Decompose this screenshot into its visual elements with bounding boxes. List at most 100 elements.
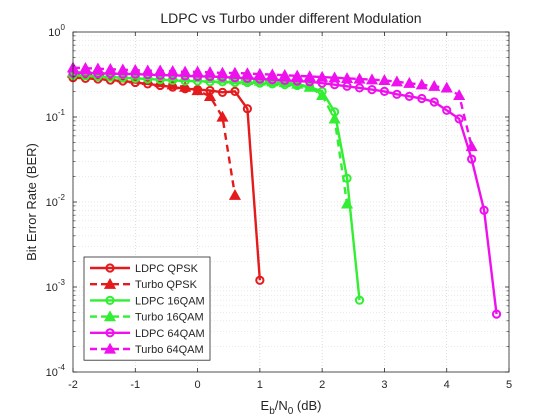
data-point	[465, 140, 478, 152]
data-point	[440, 81, 453, 93]
data-point	[367, 85, 377, 95]
data-point	[203, 90, 217, 102]
x-tick-label: 0	[195, 379, 201, 391]
data-point	[328, 71, 341, 83]
legend-marker	[105, 295, 115, 305]
data-point	[179, 80, 192, 92]
x-axis-label-sub1: b	[269, 406, 275, 417]
data-point	[166, 65, 179, 76]
data-point	[179, 65, 192, 77]
data-point	[404, 91, 414, 101]
legend-marker	[105, 263, 115, 273]
data-point	[442, 105, 452, 115]
legend-marker	[103, 342, 117, 354]
data-point	[378, 74, 391, 85]
data-point	[253, 67, 266, 79]
x-tick-labels: -2 -1 0 1 2 3 4 5	[68, 379, 512, 391]
x-tick-label: 3	[381, 379, 387, 391]
x-tick-label: 5	[506, 379, 512, 391]
data-point	[255, 275, 265, 285]
x-axis-label: Eb/N0 (dB)	[261, 398, 322, 417]
legend-item: Turbo QPSK	[90, 277, 198, 291]
legend-marker	[105, 328, 115, 338]
legend-label: Turbo 16QAM	[135, 312, 204, 324]
data-point	[353, 72, 366, 84]
x-tick-label: 2	[319, 379, 325, 391]
data-point	[116, 63, 129, 75]
data-point	[341, 197, 354, 209]
data-point	[154, 64, 167, 76]
legend-label: Turbo QPSK	[135, 279, 198, 291]
y-axis-label: Bit Error Rate (BER)	[24, 143, 39, 261]
data-point	[491, 309, 502, 319]
y-tick-label: 10-2	[46, 193, 66, 209]
data-point	[415, 78, 428, 90]
data-point	[365, 73, 379, 85]
x-tick-label: -1	[130, 379, 140, 391]
data-point	[91, 62, 104, 74]
data-point	[241, 67, 254, 79]
series-layer	[66, 61, 502, 319]
legend-box	[83, 256, 211, 361]
x-tick-label: -2	[68, 379, 78, 391]
data-point	[417, 93, 427, 104]
data-point	[316, 89, 329, 100]
x-tick-label: 4	[444, 379, 450, 391]
data-point	[354, 295, 365, 305]
legend-item: LDPC 64QAM	[90, 328, 205, 340]
data-point	[303, 80, 316, 92]
data-point	[228, 66, 241, 78]
data-point	[203, 66, 217, 78]
data-point	[453, 89, 466, 100]
data-point	[104, 62, 117, 74]
data-point	[278, 69, 291, 80]
data-point	[328, 112, 341, 124]
data-point	[242, 104, 252, 114]
y-tick-label: 100	[48, 23, 65, 39]
data-point	[479, 205, 489, 215]
data-point	[403, 76, 416, 88]
axis-ticks	[72, 31, 510, 373]
data-point	[191, 65, 204, 77]
data-point	[428, 80, 441, 91]
legend-marker	[103, 277, 117, 289]
y-tick-label: 10-1	[46, 108, 66, 124]
data-point	[129, 64, 142, 75]
data-point	[341, 72, 354, 83]
legend-item: Turbo 64QAM	[90, 342, 204, 356]
data-point	[467, 154, 477, 164]
legend-item: LDPC QPSK	[90, 263, 199, 275]
data-point	[230, 86, 240, 97]
x-axis-label-base: E	[261, 398, 270, 413]
x-axis-label-tail: (dB)	[293, 398, 321, 413]
legend-item: LDPC 16QAM	[90, 295, 205, 307]
legend: LDPC QPSK Turbo QPSK LDPC 16QAM Turbo 16QAM…	[83, 256, 211, 361]
series-line	[72, 76, 262, 281]
y-tick-label: 10-4	[46, 363, 66, 379]
data-point	[354, 83, 365, 93]
series-turbo-64qam	[66, 61, 478, 152]
data-point	[291, 69, 304, 81]
chart-title: LDPC vs Turbo under different Modulation	[160, 10, 421, 26]
data-point	[429, 97, 439, 107]
legend-item: Turbo 16QAM	[90, 310, 204, 324]
data-point	[379, 86, 390, 97]
data-point	[217, 87, 228, 97]
y-tick-label: 10-3	[46, 278, 66, 294]
legend-marker	[103, 310, 117, 322]
y-tick-labels: 10-4 10-3 10-2 10-1 100	[46, 23, 66, 379]
data-point	[390, 75, 403, 87]
data-point	[454, 114, 464, 124]
data-point	[79, 61, 92, 73]
x-axis-label-sub2: 0	[288, 406, 294, 417]
data-point	[141, 64, 154, 76]
data-point	[216, 66, 229, 78]
data-point	[316, 70, 329, 82]
legend-label: Turbo 64QAM	[135, 344, 204, 356]
x-tick-label: 1	[257, 379, 263, 391]
legend-label: LDPC 16QAM	[135, 295, 205, 307]
legend-label: LDPC 64QAM	[135, 328, 205, 340]
data-point	[392, 89, 402, 99]
data-point	[228, 189, 241, 200]
